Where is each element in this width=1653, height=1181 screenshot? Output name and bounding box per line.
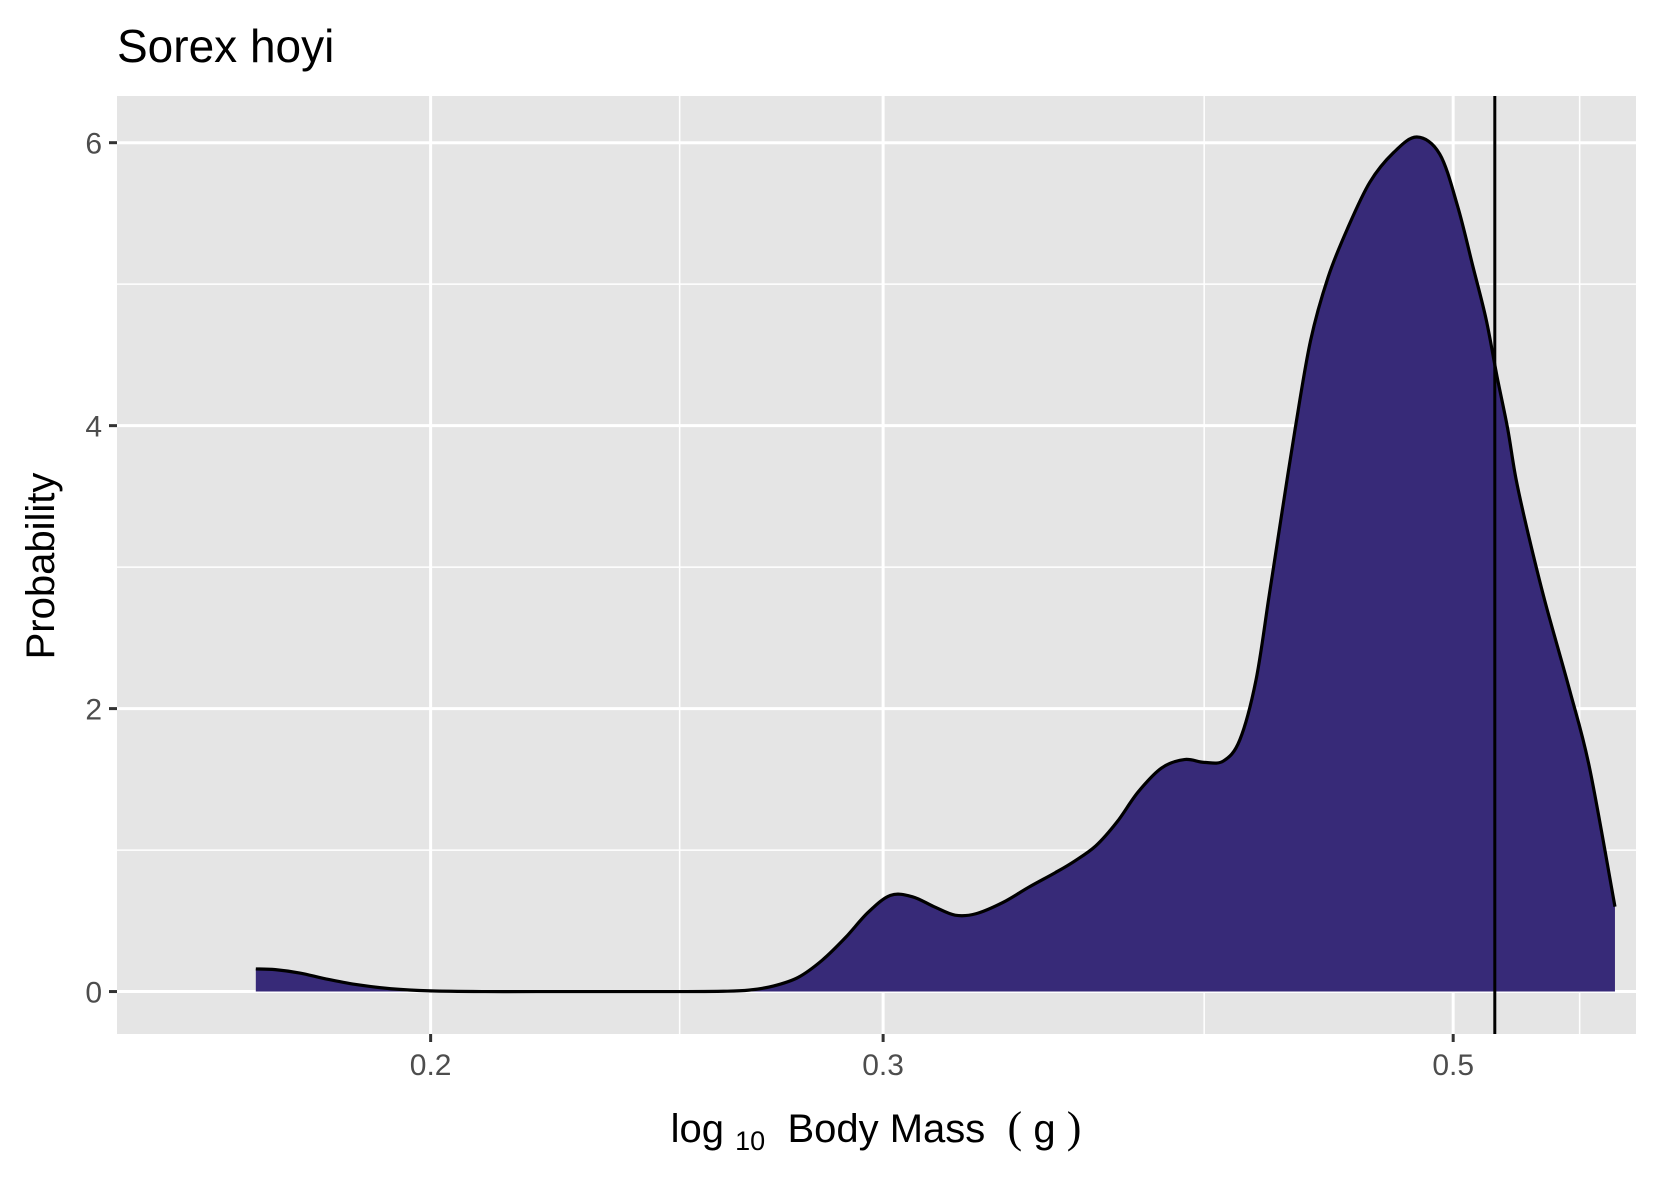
y-tick-label: 0 (85, 977, 102, 1010)
x-tick-label: 0.2 (410, 1049, 452, 1082)
x-axis-title-unit: g (1033, 1107, 1055, 1151)
density-area (255, 137, 1615, 992)
y-tick-label: 2 (85, 694, 102, 727)
x-axis-title-open-paren: ( (1008, 1103, 1023, 1152)
x-axis-title-prefix: log (671, 1107, 724, 1151)
y-axis-title: Probability (19, 473, 63, 660)
y-tick-label: 4 (85, 411, 102, 444)
y-axis: 0 2 4 6 (85, 128, 117, 1010)
x-axis-title-subscript: 10 (735, 1126, 765, 1156)
x-tick-label: 0.3 (862, 1049, 904, 1082)
x-tick-label: 0.5 (1432, 1049, 1474, 1082)
x-axis-title-suffix: Body Mass (776, 1107, 996, 1151)
density-line (255, 135, 1617, 994)
x-axis-title: log 10 Body Mass ( g ) (671, 1103, 1082, 1159)
chart-title: Sorex hoyi (117, 20, 334, 72)
y-tick-label: 6 (85, 128, 102, 161)
x-axis-title-close-paren: ) (1067, 1103, 1082, 1152)
x-axis: 0.2 0.3 0.5 (410, 1034, 1474, 1082)
